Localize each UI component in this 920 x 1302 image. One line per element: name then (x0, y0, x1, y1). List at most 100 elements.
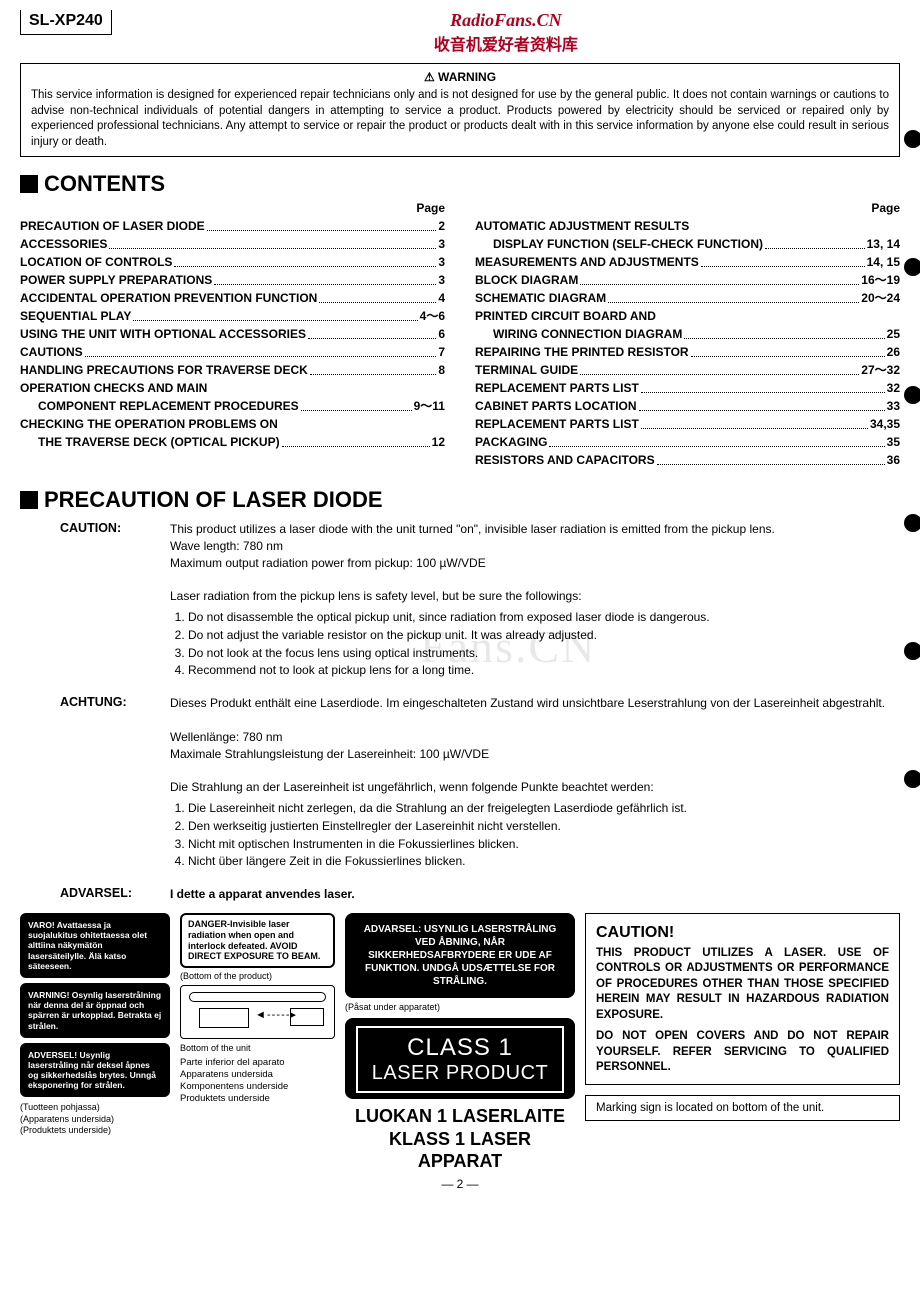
toc-row: OPERATION CHECKS AND MAIN (20, 379, 445, 397)
toc-page: 3 (438, 271, 445, 289)
list-item: Den werkseitig justierten Einstellregler… (188, 818, 900, 835)
precaution-heading-text: PRECAUTION OF LASER DIODE (44, 487, 383, 513)
toc-dots (319, 289, 436, 303)
toc-row: LOCATION OF CONTROLS 3 (20, 253, 445, 271)
toc-page: 2 (438, 217, 445, 235)
toc-label: CABINET PARTS LOCATION (475, 397, 637, 415)
danger-label: DANGER-Invisible laser radiation when op… (180, 913, 335, 968)
toc-row: THE TRAVERSE DECK (OPTICAL PICKUP) 12 (20, 433, 445, 451)
toc-row: BLOCK DIAGRAM 16～19 (475, 271, 900, 289)
toc-page: 7 (438, 343, 445, 361)
caution-text: Wave length: 780 nm (170, 538, 900, 555)
device-illustration: ◄ - - - - - ▸ (180, 985, 335, 1039)
toc-page: 20～24 (861, 289, 900, 307)
list-item: Recommend not to look at pickup lens for… (188, 662, 900, 679)
list-item: Do not look at the focus lens using opti… (188, 645, 900, 662)
toc-page: 25 (887, 325, 900, 343)
toc-row: COMPONENT REPLACEMENT PROCEDURES 9～11 (20, 397, 445, 415)
toc-label: MEASUREMENTS AND ADJUSTMENTS (475, 253, 699, 271)
toc-label: RESISTORS AND CAPACITORS (475, 451, 655, 469)
toc-page: 3 (438, 235, 445, 253)
list-item: Nicht mit optischen Instrumenten in die … (188, 836, 900, 853)
class1-line1: CLASS 1 (372, 1034, 549, 1062)
toc-row: DISPLAY FUNCTION (SELF-CHECK FUNCTION) 1… (475, 235, 900, 253)
toc-label: ACCESSORIES (20, 235, 107, 253)
toc-row: MEASUREMENTS AND ADJUSTMENTS 14, 15 (475, 253, 900, 271)
toc-dots (608, 289, 859, 303)
toc-page: 3 (438, 253, 445, 271)
toc-label: SEQUENTIAL PLAY (20, 307, 131, 325)
toc-row: ACCESSORIES 3 (20, 235, 445, 253)
toc-label: POWER SUPPLY PREPARATIONS (20, 271, 212, 289)
toc-row: PRECAUTION OF LASER DIODE 2 (20, 217, 445, 235)
varning-label: VARNING! Osynlig laserstrålning när denn… (20, 983, 170, 1038)
achtung-list: Die Lasereinheit nicht zerlegen, da die … (170, 800, 900, 870)
toc-row: ACCIDENTAL OPERATION PREVENTION FUNCTION… (20, 289, 445, 307)
toc-row: PACKAGING 35 (475, 433, 900, 451)
caution-box-text: THIS PRODUCT UTILIZES A LASER. USE OF CO… (596, 946, 889, 1024)
toc-label: HANDLING PRECAUTIONS FOR TRAVERSE DECK (20, 361, 308, 379)
list-item: Die Lasereinheit nicht zerlegen, da die … (188, 800, 900, 817)
toc-row: REPAIRING THE PRINTED RESISTOR 26 (475, 343, 900, 361)
toc-label: REPLACEMENT PARTS LIST (475, 379, 639, 397)
toc-row: TERMINAL GUIDE 27～32 (475, 361, 900, 379)
adversel-label: ADVERSEL! Usynlig laserstråling når deks… (20, 1043, 170, 1098)
binder-holes (904, 130, 920, 788)
toc-dots (691, 343, 885, 357)
toc-dots (641, 379, 885, 393)
toc-dots (282, 433, 430, 447)
caution-box: CAUTION! THIS PRODUCT UTILIZES A LASER. … (585, 913, 900, 1085)
toc-page: 8 (438, 361, 445, 379)
achtung-text: Die Strahlung an der Lasereinheit ist un… (170, 779, 900, 796)
toc-label: USING THE UNIT WITH OPTIONAL ACCESSORIES (20, 325, 306, 343)
marking-note: Marking sign is located on bottom of the… (585, 1095, 900, 1121)
toc-page: 35 (887, 433, 900, 451)
toc-row: CAUTIONS 7 (20, 343, 445, 361)
achtung-label: ACHTUNG: (60, 695, 170, 878)
toc-dots (641, 415, 868, 429)
advarsel-label: ADVARSEL: (60, 886, 170, 903)
toc-dots (580, 361, 859, 375)
class1-label: CLASS 1 LASER PRODUCT (345, 1018, 575, 1099)
page-number: — 2 — (20, 1177, 900, 1191)
caution-text: This product utilizes a laser diode with… (170, 521, 900, 538)
toc-row: AUTOMATIC ADJUSTMENT RESULTS (475, 217, 900, 235)
toc-page: 33 (887, 397, 900, 415)
location-multilang: Parte inferior del aparatoApparatens und… (180, 1057, 335, 1105)
toc-dots (207, 217, 437, 231)
toc-dots (214, 271, 436, 285)
location-note: (Tuotteen pohjassa)(Apparatens undersida… (20, 1102, 170, 1136)
luokan-line1: LUOKAN 1 LASERLAITE (345, 1105, 575, 1128)
page-column-label: Page (475, 201, 900, 215)
caution-box-heading: CAUTION! (596, 922, 889, 944)
toc-label: LOCATION OF CONTROLS (20, 253, 172, 271)
caution-text: Maximum output radiation power from pick… (170, 555, 900, 572)
toc-label: OPERATION CHECKS AND MAIN (20, 379, 207, 397)
toc-dots (133, 307, 417, 321)
toc-dots (301, 397, 412, 411)
toc-page: 12 (432, 433, 445, 451)
toc-page: 4～6 (420, 307, 445, 325)
page-header: SL-XP240 RadioFans.CN 收音机爱好者资料库 (20, 10, 900, 55)
achtung-text: Wellenlänge: 780 nm (170, 729, 900, 746)
class1-line2: LASER PRODUCT (372, 1062, 549, 1085)
toc-row: USING THE UNIT WITH OPTIONAL ACCESSORIES… (20, 325, 445, 343)
contents-heading-text: CONTENTS (44, 171, 165, 197)
toc-row: REPLACEMENT PARTS LIST 32 (475, 379, 900, 397)
caution-list: Do not disassemble the optical pickup un… (170, 609, 900, 679)
toc-page: 4 (438, 289, 445, 307)
toc-label: TERMINAL GUIDE (475, 361, 578, 379)
toc-row: HANDLING PRECAUTIONS FOR TRAVERSE DECK 8 (20, 361, 445, 379)
toc-label: REPLACEMENT PARTS LIST (475, 415, 639, 433)
toc-dots (701, 253, 865, 267)
luokan-line2: KLASS 1 LASER APPARAT (345, 1128, 575, 1173)
toc-dots (580, 271, 859, 285)
toc-row: WIRING CONNECTION DIAGRAM 25 (475, 325, 900, 343)
toc-row: POWER SUPPLY PREPARATIONS 3 (20, 271, 445, 289)
toc-dots (765, 235, 865, 249)
toc-page: 14, 15 (867, 253, 900, 271)
toc-label: WIRING CONNECTION DIAGRAM (493, 325, 682, 343)
toc-label: PRECAUTION OF LASER DIODE (20, 217, 205, 235)
toc-label: PACKAGING (475, 433, 547, 451)
toc-page: 32 (887, 379, 900, 397)
